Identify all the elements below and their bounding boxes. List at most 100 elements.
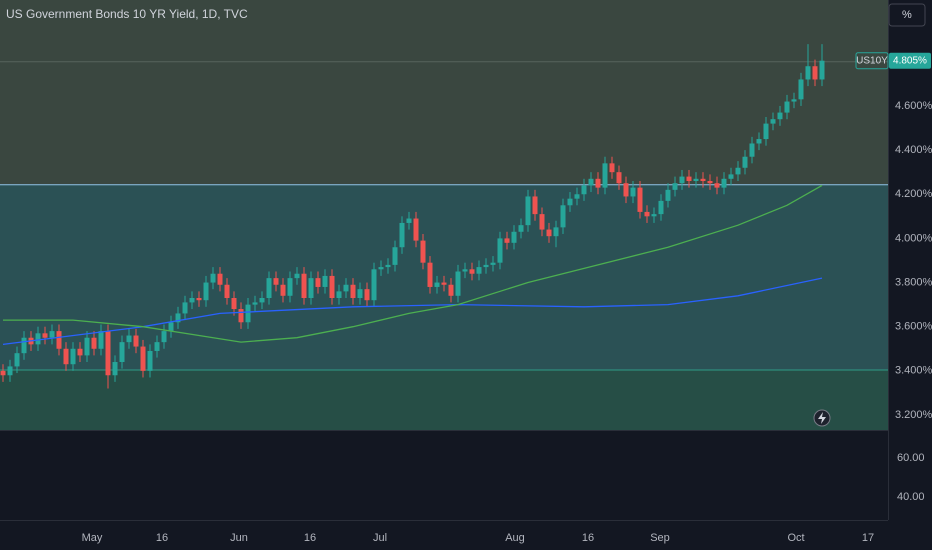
candle-body	[315, 278, 321, 287]
candle-body	[56, 331, 62, 349]
candle-body	[483, 264, 489, 268]
y-tick-label: 4.200%	[895, 188, 932, 200]
candle-body	[525, 196, 531, 226]
y-tick-label: 3.600%	[895, 321, 932, 333]
y2-tick-label: 60.00	[897, 452, 925, 464]
candle-body	[14, 353, 20, 367]
candle-body	[364, 289, 370, 301]
candle-body	[742, 156, 748, 168]
candle-body	[35, 333, 41, 345]
candle-body	[651, 214, 657, 217]
candle-body	[693, 178, 699, 182]
candle-body	[763, 123, 769, 140]
candle-body	[196, 297, 202, 301]
candle-body	[329, 275, 335, 298]
bands	[0, 0, 888, 430]
candle-body	[749, 143, 755, 157]
candle-body	[7, 366, 13, 376]
candle-body	[532, 196, 538, 215]
candle-body	[343, 284, 349, 292]
y-tick-label: 3.400%	[895, 365, 932, 377]
candle-body	[714, 183, 720, 188]
x-tick-label: Oct	[787, 532, 804, 544]
candle-body	[287, 278, 293, 296]
y-tick-label: 4.000%	[895, 232, 932, 244]
candle-body	[490, 262, 496, 265]
y-tick-label: 3.800%	[895, 276, 932, 288]
candle-body	[756, 139, 762, 144]
candle-body	[91, 337, 97, 349]
candle-body	[266, 278, 272, 298]
price-label: 4.805%	[893, 55, 927, 66]
x-tick-label: 16	[156, 532, 168, 544]
y-tick-label: 4.600%	[895, 100, 932, 112]
candle-body	[119, 342, 125, 363]
candle-body	[294, 273, 300, 279]
candle-body	[77, 348, 83, 356]
candle-body	[168, 322, 174, 332]
candle-body	[350, 284, 356, 298]
candle-body	[259, 297, 265, 303]
candle-body	[686, 176, 692, 182]
candle-body	[665, 189, 671, 201]
candle-body	[63, 348, 69, 365]
x-tick-label: Jul	[373, 532, 387, 544]
candle-body	[308, 278, 314, 298]
candle-body	[98, 331, 104, 349]
candle-body	[224, 284, 230, 298]
candle-body	[455, 271, 461, 296]
candle-body	[406, 218, 412, 223]
candle-body	[707, 181, 713, 184]
candle-body	[336, 291, 342, 298]
candle-body	[602, 163, 608, 188]
candle-body	[182, 302, 188, 314]
candle-body	[819, 60, 825, 80]
y2-tick-label: 40.00	[897, 491, 925, 503]
candle-body	[427, 262, 433, 287]
candle-body	[469, 269, 475, 274]
candle-body	[609, 163, 615, 173]
candle-body	[504, 238, 510, 243]
candle-body	[245, 304, 251, 323]
candle-body	[126, 335, 132, 343]
candle-body	[434, 282, 440, 287]
candle-body	[546, 229, 552, 237]
live-icon-bolt	[818, 412, 826, 424]
y-tick-label: 3.200%	[895, 409, 932, 421]
symbol-tag	[855, 52, 889, 70]
candle-body	[273, 278, 279, 285]
candle-body	[567, 198, 573, 206]
candle-body	[679, 176, 685, 184]
candle-body	[672, 183, 678, 190]
candle-body	[518, 225, 524, 232]
candle-body	[322, 275, 328, 287]
candle-body	[784, 101, 790, 113]
y-tick-label: 4.400%	[895, 144, 932, 156]
zone	[0, 369, 888, 430]
candle-body	[511, 231, 517, 243]
candle-body	[0, 370, 6, 376]
candle-body	[49, 331, 55, 338]
candle-body	[637, 187, 643, 212]
candle-body	[392, 247, 398, 265]
candle-body	[721, 178, 727, 188]
chart-title: US Government Bonds 10 YR Yield, 1D, TVC	[6, 7, 248, 21]
candle-body	[217, 273, 223, 285]
candle-body	[21, 337, 27, 354]
x-tick-label: 16	[304, 532, 316, 544]
candle-body	[280, 284, 286, 296]
plot	[0, 44, 825, 389]
candle-body	[574, 194, 580, 199]
candle-body	[630, 187, 636, 197]
candle-body	[238, 309, 244, 323]
candle-body	[658, 200, 664, 215]
candle-body	[154, 342, 160, 351]
unit-button[interactable]	[888, 3, 926, 27]
candle-body	[560, 205, 566, 228]
candle-body	[812, 66, 818, 80]
x-tick-label: 16	[582, 532, 594, 544]
candle-body	[140, 346, 146, 371]
candle-body	[616, 172, 622, 184]
unit-label[interactable]: %	[902, 9, 912, 21]
